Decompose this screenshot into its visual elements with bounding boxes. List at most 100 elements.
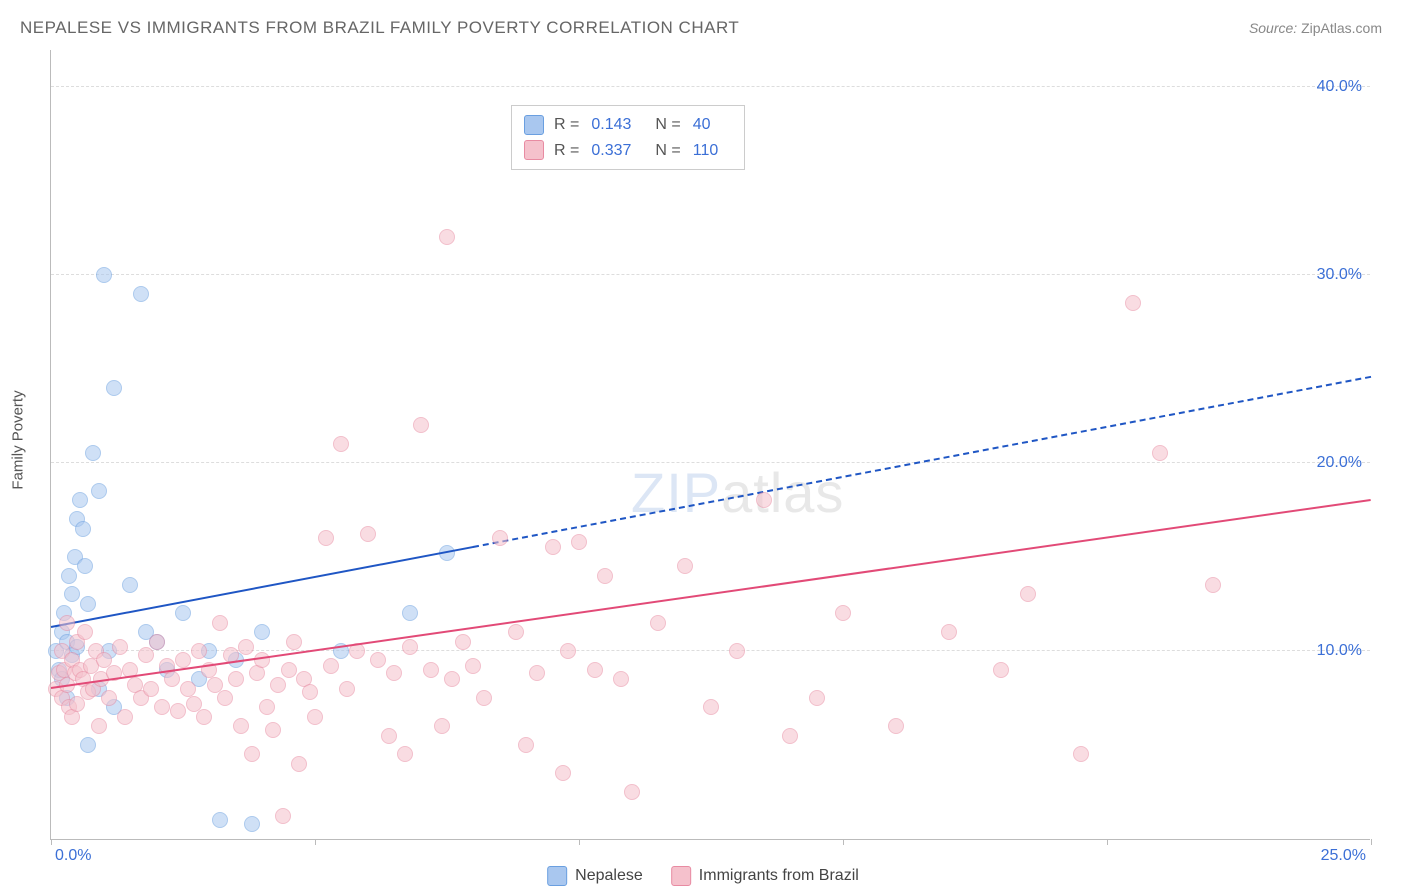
data-point — [677, 558, 693, 574]
gridline — [51, 462, 1370, 463]
watermark: ZIPatlas — [631, 460, 844, 525]
data-point — [175, 652, 191, 668]
data-point — [1073, 746, 1089, 762]
data-point — [444, 671, 460, 687]
data-point — [91, 718, 107, 734]
data-point — [587, 662, 603, 678]
data-point — [370, 652, 386, 668]
data-point — [571, 534, 587, 550]
data-point — [318, 530, 334, 546]
data-point — [133, 286, 149, 302]
data-point — [402, 605, 418, 621]
data-point — [61, 568, 77, 584]
data-point — [101, 690, 117, 706]
data-point — [80, 596, 96, 612]
legend-swatch-nepalese — [547, 866, 567, 886]
data-point — [244, 816, 260, 832]
data-point — [518, 737, 534, 753]
data-point — [397, 746, 413, 762]
data-point — [75, 521, 91, 537]
data-point — [275, 808, 291, 824]
data-point — [782, 728, 798, 744]
data-point — [259, 699, 275, 715]
source-label: Source: — [1249, 20, 1297, 36]
correlation-legend: R = 0.143 N = 40 R = 0.337 N = 110 — [511, 105, 745, 170]
data-point — [180, 681, 196, 697]
data-point — [91, 483, 107, 499]
data-point — [196, 709, 212, 725]
legend-swatch-blue — [524, 115, 544, 135]
legend-r-label-2: R = — [554, 138, 579, 164]
legend-swatch-brazil — [671, 866, 691, 886]
y-tick-label: 10.0% — [1317, 642, 1362, 660]
data-point — [434, 718, 450, 734]
data-point — [59, 615, 75, 631]
data-point — [333, 436, 349, 452]
legend-n-value-1: 40 — [693, 112, 711, 138]
x-tick-label-min: 0.0% — [55, 847, 91, 865]
data-point — [402, 639, 418, 655]
y-axis-label: Family Poverty — [10, 390, 27, 489]
data-point — [238, 639, 254, 655]
data-point — [138, 647, 154, 663]
data-point — [254, 624, 270, 640]
data-point — [941, 624, 957, 640]
data-point — [175, 605, 191, 621]
legend-item-brazil: Immigrants from Brazil — [671, 866, 859, 886]
data-point — [888, 718, 904, 734]
data-point — [191, 643, 207, 659]
data-point — [307, 709, 323, 725]
data-point — [77, 624, 93, 640]
data-point — [170, 703, 186, 719]
y-tick-label: 30.0% — [1317, 266, 1362, 284]
x-tick — [843, 839, 844, 845]
data-point — [703, 699, 719, 715]
data-point — [381, 728, 397, 744]
data-point — [286, 634, 302, 650]
legend-label-nepalese: Nepalese — [575, 867, 643, 885]
data-point — [545, 539, 561, 555]
data-point — [96, 267, 112, 283]
data-point — [1020, 586, 1036, 602]
data-point — [993, 662, 1009, 678]
data-point — [492, 530, 508, 546]
data-point — [729, 643, 745, 659]
data-point — [265, 722, 281, 738]
data-point — [386, 665, 402, 681]
chart-plot-area: ZIPatlas R = 0.143 N = 40 R = 0.337 N = … — [50, 50, 1370, 840]
data-point — [756, 492, 772, 508]
legend-item-nepalese: Nepalese — [547, 866, 643, 886]
legend-row-1: R = 0.143 N = 40 — [524, 112, 732, 138]
data-point — [85, 445, 101, 461]
legend-n-label-2: N = — [655, 138, 680, 164]
data-point — [281, 662, 297, 678]
legend-r-label-1: R = — [554, 112, 579, 138]
legend-n-label-1: N = — [655, 112, 680, 138]
data-point — [164, 671, 180, 687]
data-point — [1205, 577, 1221, 593]
legend-row-2: R = 0.337 N = 110 — [524, 138, 732, 164]
data-point — [560, 643, 576, 659]
data-point — [809, 690, 825, 706]
x-tick — [315, 839, 316, 845]
data-point — [244, 746, 260, 762]
data-point — [555, 765, 571, 781]
data-point — [64, 586, 80, 602]
chart-title: NEPALESE VS IMMIGRANTS FROM BRAZIL FAMIL… — [20, 18, 739, 38]
data-point — [302, 684, 318, 700]
x-tick-label-max: 25.0% — [1321, 847, 1366, 865]
data-point — [423, 662, 439, 678]
data-point — [835, 605, 851, 621]
data-point — [228, 671, 244, 687]
data-point — [233, 718, 249, 734]
data-point — [72, 492, 88, 508]
x-tick — [1371, 839, 1372, 845]
legend-r-value-1: 0.143 — [591, 112, 631, 138]
data-point — [650, 615, 666, 631]
data-point — [106, 380, 122, 396]
data-point — [212, 615, 228, 631]
data-point — [291, 756, 307, 772]
gridline — [51, 86, 1370, 87]
data-point — [1152, 445, 1168, 461]
data-point — [613, 671, 629, 687]
